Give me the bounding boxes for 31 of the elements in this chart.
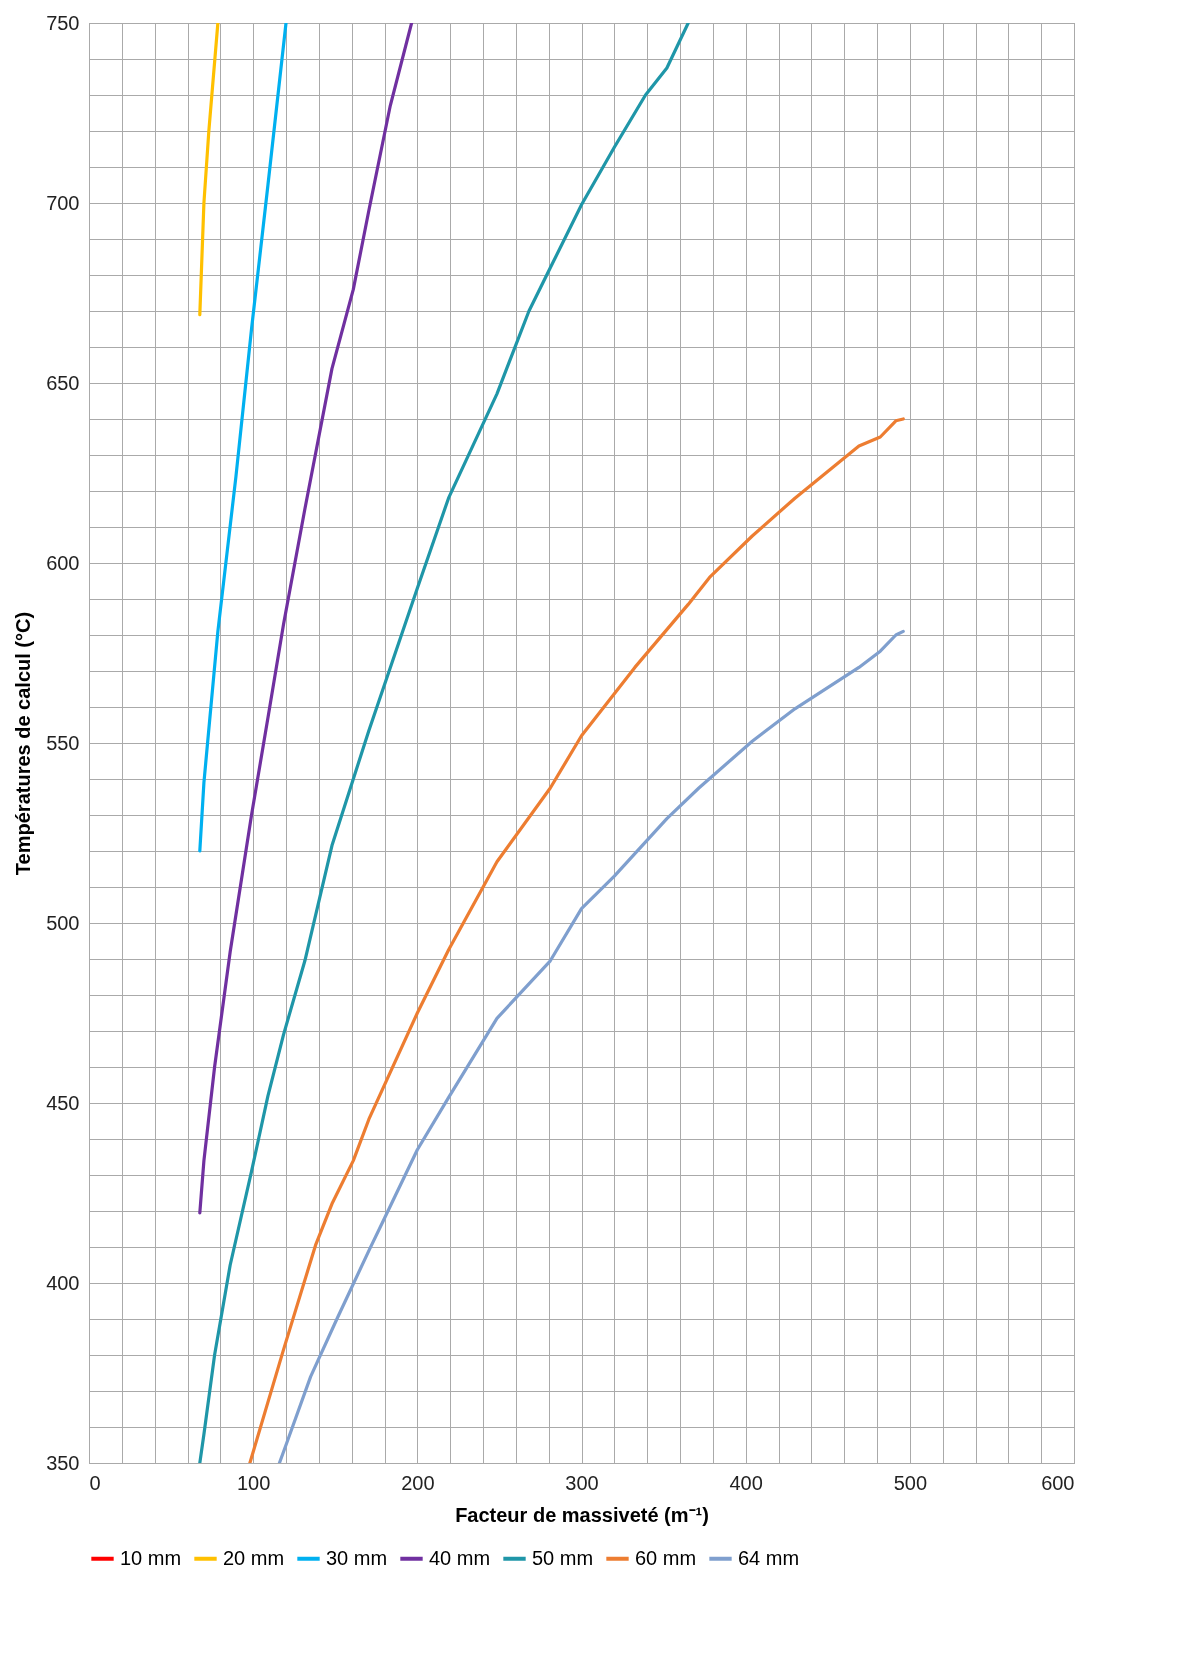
x-tick-label: 100 [236,1471,271,1494]
x-tick-label: 400 [729,1471,763,1494]
y-tick-label: 400 [46,1271,80,1294]
line-series [277,629,905,1463]
y-tick-label: 350 [46,1451,80,1474]
y-tick-label: 750 [46,11,80,34]
y-tick-label: 700 [46,191,80,214]
y-tick-label: 550 [46,731,80,754]
line-series [198,23,220,317]
legend-label: 60 mm [635,1546,697,1569]
y-axis-title: Températures de calcul (°C) [12,611,35,876]
y-tick-label: 450 [46,1091,80,1114]
line-series [198,23,288,853]
y-tick-label: 600 [46,551,80,574]
x-tick-label: 300 [565,1471,599,1494]
legend-label: 10 mm [120,1546,182,1569]
legend-label: 40 mm [429,1546,491,1569]
x-tick-label: 0 [89,1471,101,1494]
legend-label: 30 mm [326,1546,388,1569]
x-axis-title: Facteur de massiveté (m⁻¹) [455,1503,709,1526]
x-tick-label: 500 [893,1471,928,1494]
line-series [248,417,905,1463]
line-series [198,23,414,1215]
y-tick-label: 500 [46,911,80,934]
line-series [198,23,690,1463]
x-tick-label: 200 [401,1471,435,1494]
legend-label: 64 mm [738,1546,800,1569]
x-tick-label: 600 [1041,1471,1075,1494]
legend-label: 50 mm [532,1546,594,1569]
legend-label: 20 mm [223,1546,285,1569]
y-tick-label: 650 [46,371,80,394]
